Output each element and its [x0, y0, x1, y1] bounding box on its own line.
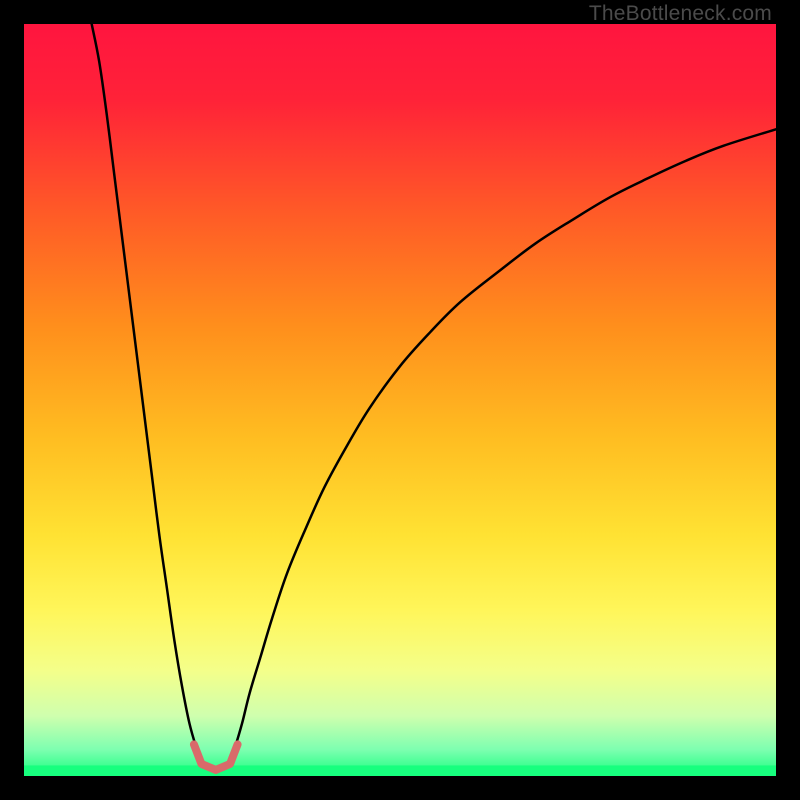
chart-frame: [0, 0, 800, 800]
watermark-text: TheBottleneck.com: [589, 2, 772, 26]
